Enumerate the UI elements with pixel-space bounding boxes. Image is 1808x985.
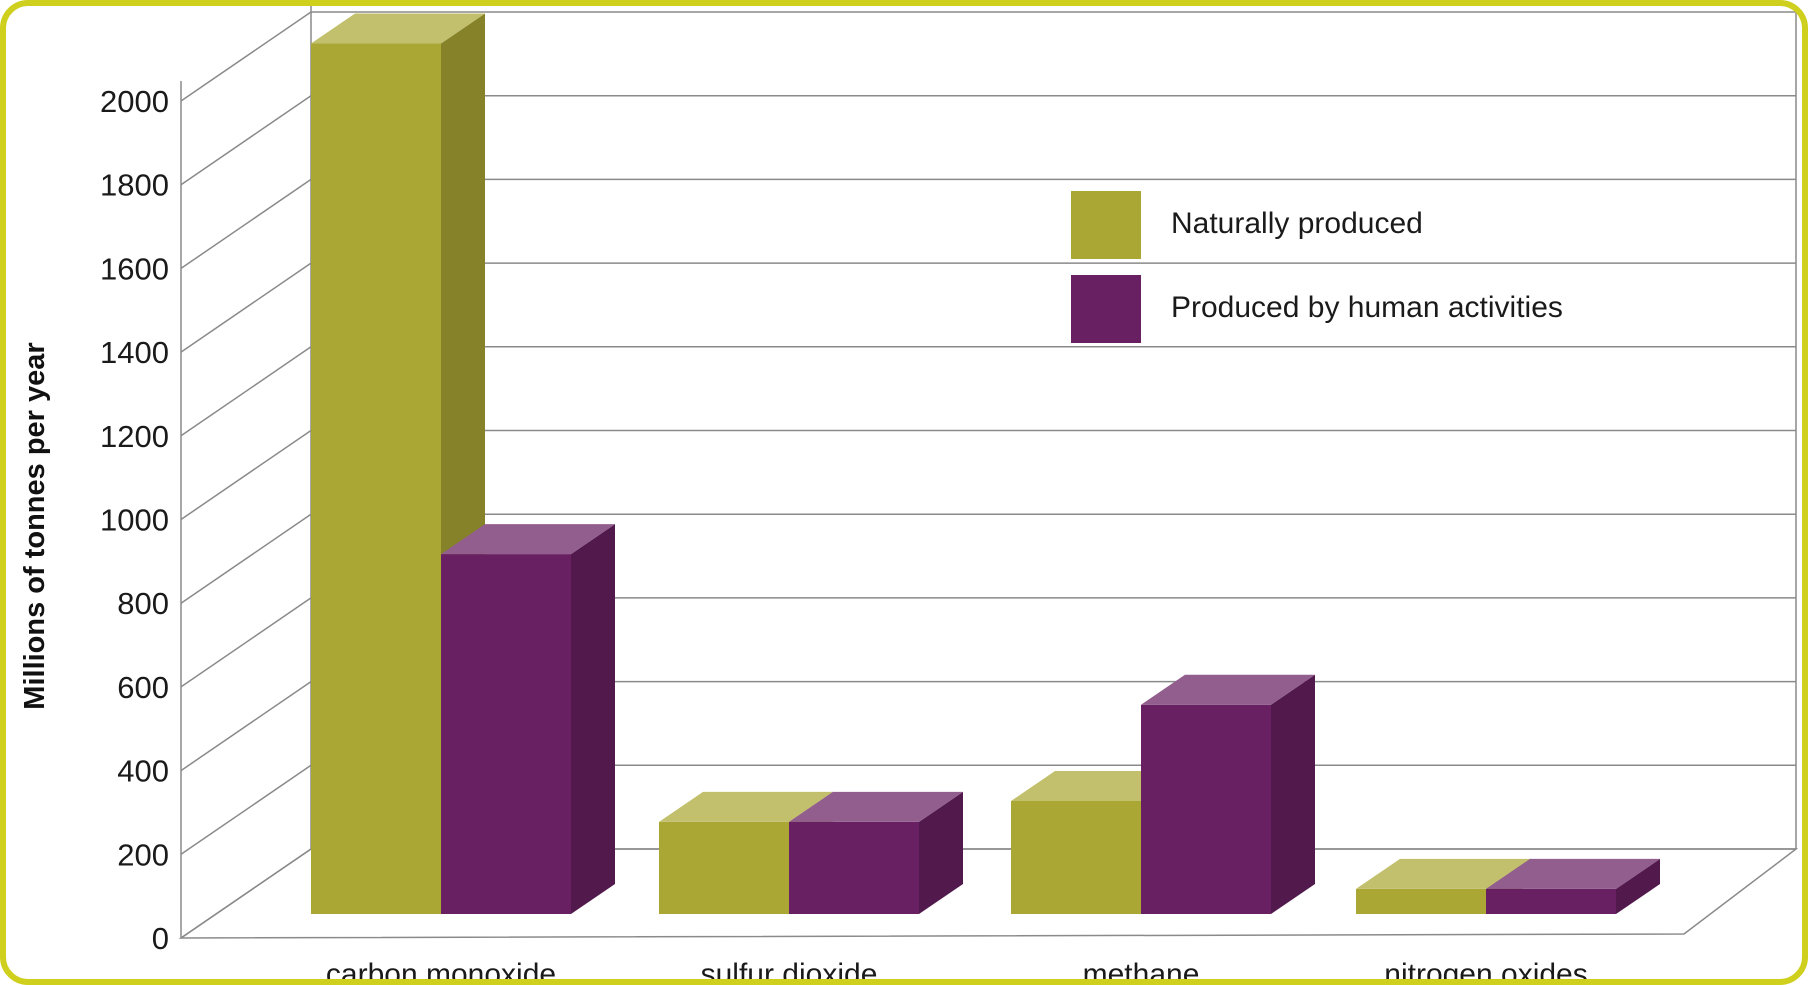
bar-top [311, 13, 485, 44]
gridline-side [180, 513, 312, 604]
legend-label: Naturally produced [1171, 207, 1423, 240]
y-tick-label: 2000 [100, 84, 169, 119]
bar-top [659, 791, 833, 822]
category-label: methane [1083, 958, 1200, 985]
y-axis-title: Millions of tonnes per year [19, 342, 51, 709]
bar-top [1486, 858, 1660, 889]
bar [441, 554, 571, 914]
y-tick-label: 1200 [100, 419, 169, 454]
bar [1141, 704, 1271, 914]
bar [1356, 888, 1486, 914]
y-tick-label: 0 [152, 921, 169, 956]
gridline-side [180, 346, 312, 437]
bar-top [441, 524, 615, 555]
bar-side [571, 524, 615, 914]
category-label: carbon monoxide [326, 958, 556, 985]
y-tick-label: 1800 [100, 168, 169, 203]
y-tick-label: 800 [117, 586, 169, 621]
y-tick-label: 1400 [100, 335, 169, 370]
bar [1011, 801, 1141, 914]
bar-side [1616, 858, 1660, 914]
gridline-side [180, 178, 312, 270]
y-tick-label: 1600 [100, 251, 169, 286]
y-tick-labels: 0 200 400 600 800 1000 1200 1400 1600 1800 2000 [100, 84, 169, 956]
y-tick-label: 200 [117, 837, 169, 872]
legend-swatch [1071, 275, 1141, 343]
bar [1486, 888, 1616, 914]
bar-top [789, 791, 963, 822]
gridline-side [180, 680, 312, 772]
y-tick-label: 600 [117, 670, 169, 705]
y-tick-label: 400 [117, 754, 169, 789]
gridline-side [180, 848, 312, 939]
gridline-side [180, 429, 312, 521]
legend-swatch [1071, 191, 1141, 259]
bar-side [919, 791, 963, 914]
category-label: nitrogen oxides [1384, 958, 1587, 985]
bars [311, 13, 1660, 914]
bar [789, 821, 919, 914]
bar [311, 43, 441, 914]
category-labels: carbon monoxide sulfur dioxide methane nitr… [326, 958, 1588, 985]
bar-top [1141, 674, 1315, 705]
y-tick-label: 1000 [100, 503, 169, 538]
bar-top [1356, 858, 1530, 889]
bar-side [1271, 674, 1315, 914]
gridline-side [180, 11, 312, 102]
legend: Naturally produced Produced by human acti… [1071, 191, 1563, 343]
gridline-side [180, 262, 312, 353]
legend-label: Produced by human activities [1171, 291, 1563, 324]
category-label: sulfur dioxide [701, 958, 878, 985]
bar-chart-3d: 0 200 400 600 800 1000 1200 1400 1600 1800 2000 Mi… [19, 6, 1799, 985]
gridline-side [180, 764, 312, 855]
bar [659, 821, 789, 914]
gridline-side [180, 597, 312, 688]
gridline-side [180, 95, 312, 186]
